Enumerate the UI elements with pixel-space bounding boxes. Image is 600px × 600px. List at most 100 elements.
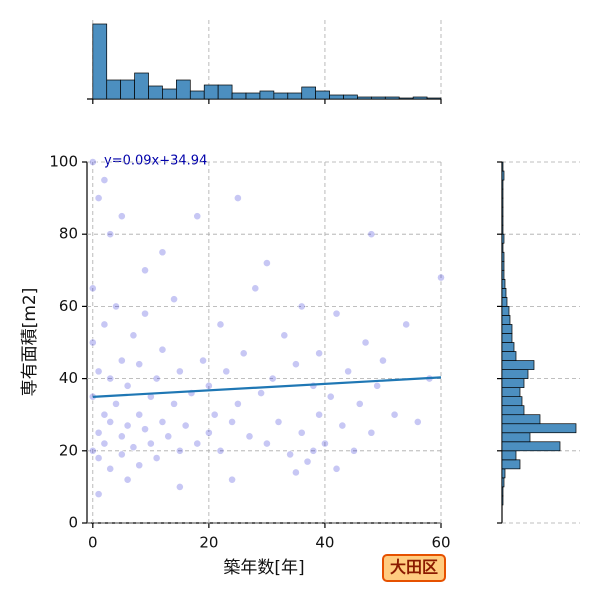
scatter-point bbox=[100, 320, 109, 329]
scatter-point bbox=[286, 450, 295, 459]
top-hist-bar bbox=[92, 23, 108, 100]
right-hist-bar bbox=[501, 242, 504, 253]
scatter-point bbox=[309, 446, 318, 455]
right-hist-bar bbox=[501, 360, 535, 370]
scatter-point bbox=[181, 421, 190, 430]
scatter-point bbox=[257, 389, 265, 397]
right-hist-bar bbox=[501, 441, 561, 452]
scatter-point bbox=[135, 461, 144, 470]
scatter-point bbox=[158, 345, 167, 354]
scatter-point bbox=[164, 432, 173, 441]
right-hist-bar bbox=[501, 306, 510, 316]
scatter-point bbox=[193, 212, 202, 221]
scatter-point bbox=[216, 446, 225, 455]
scatter-point bbox=[332, 309, 341, 318]
scatter-point bbox=[88, 158, 97, 166]
scatter-point bbox=[437, 273, 445, 282]
right-hist-bar bbox=[501, 215, 504, 226]
scatter-point bbox=[100, 439, 109, 448]
scatter-point bbox=[338, 421, 347, 430]
y-tick-label: 60 bbox=[59, 297, 78, 315]
scatter-point bbox=[361, 338, 370, 347]
scatter-point bbox=[117, 432, 126, 441]
right-hist-bar bbox=[501, 387, 521, 397]
scatter-point bbox=[112, 399, 120, 408]
top-hist-bar bbox=[287, 92, 303, 100]
right-hist-bar bbox=[501, 161, 504, 172]
scatter-point bbox=[332, 464, 341, 473]
right-hist-bar bbox=[501, 459, 521, 470]
scatter-point bbox=[175, 446, 184, 455]
scatter-point bbox=[263, 259, 271, 267]
scatter-point bbox=[233, 194, 242, 202]
scatter-point bbox=[193, 439, 202, 448]
scatter-point bbox=[117, 356, 126, 365]
top-hist-bar bbox=[412, 96, 428, 100]
scatter-point bbox=[326, 392, 335, 401]
scatter-point bbox=[175, 367, 184, 376]
scatter-point bbox=[94, 454, 103, 462]
x-tick-label: 40 bbox=[315, 534, 334, 552]
right-hist-bar bbox=[501, 324, 513, 334]
right-hist-bar bbox=[501, 315, 511, 325]
scatter-point bbox=[344, 367, 353, 376]
scatter-point bbox=[146, 439, 155, 448]
scatter-point bbox=[210, 410, 219, 419]
scatter-point bbox=[315, 410, 324, 419]
scatter-point bbox=[216, 320, 225, 329]
regression-line bbox=[92, 376, 442, 398]
right-hist-bar bbox=[501, 342, 515, 352]
x-tick-label: 20 bbox=[199, 534, 218, 552]
right-hist-bar bbox=[501, 233, 505, 244]
scatter-point bbox=[112, 302, 120, 311]
scatter-point bbox=[280, 331, 289, 340]
scatter-point bbox=[141, 266, 149, 275]
right-hist-bar bbox=[501, 468, 506, 479]
right-hist-bar bbox=[501, 197, 504, 208]
badge: 大田区 bbox=[382, 554, 446, 582]
right-hist-bar bbox=[501, 477, 505, 488]
scatter-point bbox=[94, 367, 103, 376]
scatter-point bbox=[117, 450, 126, 459]
right-hist-bar bbox=[501, 333, 513, 343]
scatter-point bbox=[199, 356, 207, 365]
scatter-point bbox=[228, 418, 236, 426]
right-hist-bar bbox=[501, 206, 504, 217]
scatter-point bbox=[292, 468, 300, 477]
scatter-point bbox=[135, 410, 144, 419]
right-hist-bar bbox=[501, 432, 531, 443]
top-hist-bar bbox=[231, 92, 247, 100]
top-hist-bar bbox=[148, 85, 163, 100]
scatter-point bbox=[251, 284, 260, 293]
scatter-point bbox=[263, 439, 271, 448]
top-hist-bar bbox=[273, 92, 289, 100]
scatter-point bbox=[321, 439, 329, 448]
badge-box bbox=[382, 554, 446, 582]
right-hist-bar bbox=[501, 450, 517, 461]
right-hist-bar bbox=[501, 269, 505, 280]
scatter-point bbox=[367, 428, 376, 437]
scatter-point bbox=[152, 374, 161, 383]
x-axis-label: 築年数[年] bbox=[223, 558, 304, 578]
right-hist-bar bbox=[501, 351, 517, 361]
top-hist-bar bbox=[398, 97, 414, 100]
scatter-point bbox=[94, 490, 103, 499]
top-hist-bar bbox=[357, 96, 372, 100]
top-hist-bar bbox=[259, 90, 275, 100]
top-hist-bar bbox=[162, 88, 177, 100]
scatter-point bbox=[106, 230, 115, 239]
x-tick-label: 60 bbox=[431, 534, 450, 552]
scatter-point bbox=[135, 360, 144, 369]
scatter-point bbox=[297, 302, 306, 311]
scatter-point bbox=[413, 418, 422, 426]
scatter-point bbox=[123, 381, 132, 390]
scatter-point bbox=[274, 418, 283, 426]
scatter-point bbox=[268, 374, 277, 383]
y-tick-label: 0 bbox=[68, 514, 78, 532]
right-hist-bar bbox=[501, 188, 504, 199]
scatter-point bbox=[158, 418, 167, 426]
top-hist-bar bbox=[245, 92, 261, 100]
scatter-point bbox=[297, 428, 306, 437]
top-hist-bar bbox=[384, 96, 400, 100]
